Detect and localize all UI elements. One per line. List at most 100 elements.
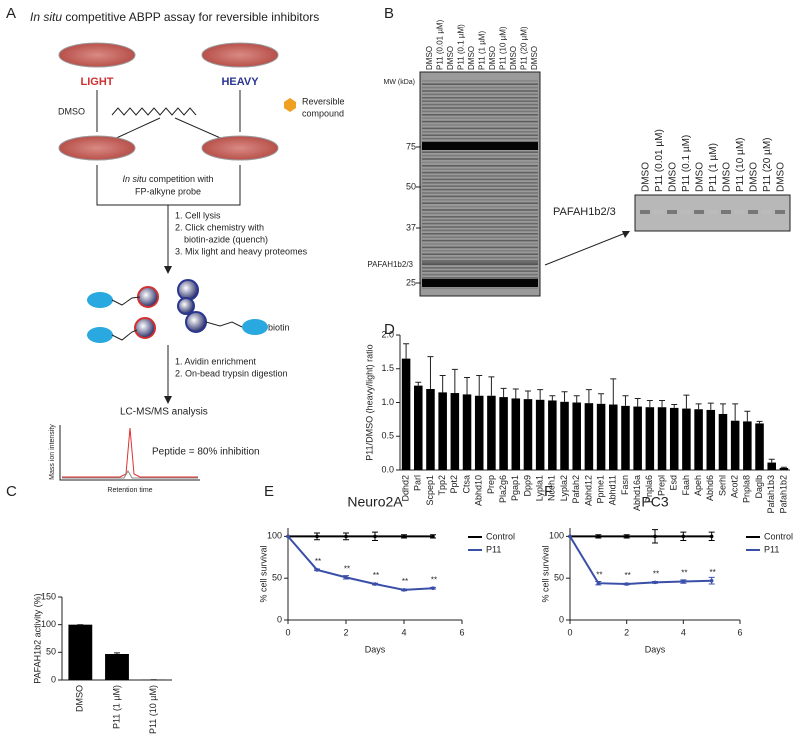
legend-label: Control — [764, 531, 793, 541]
probe-structure — [112, 108, 196, 115]
error-bar — [488, 377, 494, 396]
error-bar — [574, 396, 580, 403]
x-tick-label: 4 — [401, 627, 406, 637]
mini-y-label: Mass ion intensity — [49, 424, 56, 480]
x-tick-label: Fasn — [620, 475, 630, 495]
bar — [780, 468, 789, 470]
bar — [414, 386, 423, 470]
panel-label: A — [6, 5, 16, 22]
gel-band — [422, 131, 538, 133]
gel-band — [422, 267, 538, 269]
arrowhead — [164, 396, 172, 404]
panel-label: C — [6, 483, 17, 500]
bar — [572, 403, 581, 471]
x-tick-label: Ctsa — [461, 475, 471, 494]
dish — [202, 136, 278, 160]
bar — [560, 402, 569, 470]
bar — [633, 407, 642, 470]
mini-x-label: Retention time — [107, 487, 152, 494]
gel-band — [422, 80, 538, 82]
mw-marker: 37 — [406, 222, 416, 232]
arrow — [175, 118, 225, 140]
gel-band — [422, 168, 538, 170]
x-tick-label: DMSO — [75, 685, 85, 712]
bar — [646, 407, 655, 470]
bar — [548, 400, 557, 470]
x-tick-label: Lypla1 — [535, 475, 545, 501]
gel-band — [422, 279, 538, 287]
x-tick-label: Acot2 — [730, 475, 740, 498]
lane-label: P11 (10 µM) — [735, 138, 746, 192]
compound-label: Reversible — [302, 96, 345, 106]
error-bar — [476, 376, 482, 396]
step: 3. Mix light and heavy proteomes — [175, 246, 308, 256]
step: 2. On-bead trypsin digestion — [175, 368, 288, 378]
mw-marker: 75 — [406, 141, 416, 151]
gel-band — [654, 210, 664, 214]
gel-band — [422, 216, 538, 218]
gel-band — [422, 192, 538, 194]
y-tick-label: 1.5 — [381, 363, 394, 373]
x-tick-label: Pla2g6 — [498, 475, 508, 503]
bar — [499, 397, 508, 470]
bar — [402, 359, 411, 470]
lane-label: P11 (20 µM) — [520, 26, 529, 70]
significance-label: ** — [431, 575, 437, 584]
lane-label: P11 (0.01 µM) — [654, 129, 665, 192]
gel-band — [422, 107, 538, 109]
error-bar — [781, 467, 787, 468]
bar — [743, 421, 752, 470]
y-tick-label: 50 — [554, 573, 564, 583]
gel-band — [422, 124, 538, 126]
y-tick-label: 0 — [51, 674, 56, 684]
gel-band — [708, 210, 718, 214]
error-bar — [696, 404, 702, 409]
x-tick-label: Lypla2 — [559, 475, 569, 501]
point — [568, 535, 572, 539]
error-bar — [114, 653, 120, 654]
x-tick-label: 0 — [285, 627, 290, 637]
y-tick-label: 50 — [272, 573, 282, 583]
gel-band — [422, 138, 538, 140]
diagram: In situ competitive ABPP assay for rever… — [30, 10, 345, 494]
bar — [755, 423, 764, 470]
biotin-icon — [87, 292, 113, 308]
gel-band — [422, 213, 538, 215]
bar — [426, 389, 435, 470]
panel-label: E — [264, 483, 274, 500]
lane-label: P11 (1 µM) — [478, 31, 487, 70]
x-tick-label: Serhl — [717, 475, 727, 496]
error-bar — [622, 396, 628, 406]
error-bar — [537, 390, 543, 400]
error-bar — [647, 400, 653, 407]
bar — [438, 392, 447, 470]
dmso-label: DMSO — [58, 106, 85, 116]
gel-band — [762, 210, 772, 214]
y-tick-label: 0 — [559, 614, 564, 624]
bar — [707, 410, 716, 470]
lane-label: DMSO — [488, 46, 497, 70]
gel-band — [735, 210, 745, 214]
x-tick-label: Abhd6 — [705, 475, 715, 501]
protein — [186, 312, 206, 332]
lane-label: P11 (20 µM) — [762, 138, 773, 192]
y-tick-label: 0.0 — [381, 464, 394, 474]
protein — [178, 280, 198, 300]
x-tick-label: Pnpla8 — [742, 475, 752, 503]
lane-label: DMSO — [467, 46, 476, 70]
bar — [731, 421, 740, 470]
error-bar — [744, 411, 750, 421]
gel-band — [422, 243, 538, 245]
gel-band — [422, 172, 538, 174]
bar — [658, 407, 667, 470]
significance-label: ** — [373, 571, 379, 580]
x-tick-label: Pafah1b2 — [778, 475, 788, 514]
gel-band — [422, 199, 538, 201]
arrowhead — [622, 231, 630, 238]
x-tick-label: Faah — [681, 475, 691, 496]
x-tick-label: Abhd12 — [583, 475, 593, 506]
heavy-label: HEAVY — [221, 76, 259, 88]
dish — [202, 43, 278, 67]
error-bar — [635, 398, 641, 406]
